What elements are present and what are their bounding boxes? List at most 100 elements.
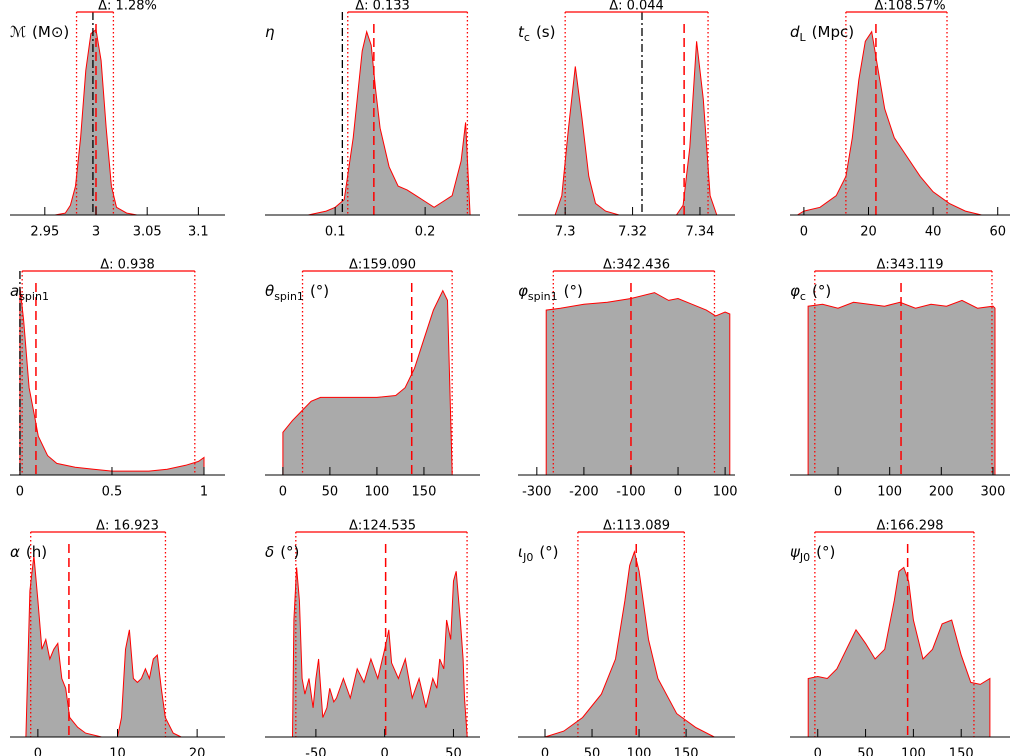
parameter-label: θspin1 (°) (265, 282, 329, 304)
label-unit: (Mpc) (812, 23, 854, 41)
x-tick-label: 0 (541, 747, 549, 756)
x-tick-label: -300 (522, 485, 552, 500)
x-tick-label: 0 (381, 747, 389, 756)
x-tick-label: 0.2 (415, 225, 436, 240)
x-tick-label: 150 (949, 747, 974, 756)
density-area (544, 550, 715, 738)
x-tick-label: 150 (412, 485, 437, 500)
x-tick-label: 50 (584, 747, 601, 756)
x-tick-label: 300 (981, 485, 1006, 500)
density-area (797, 30, 982, 216)
x-tick-label: 0 (674, 485, 682, 500)
delta-label: Δ: 16.923 (96, 519, 159, 534)
label-symbol: φ (790, 282, 800, 300)
delta-label: Δ: 0.133 (355, 0, 410, 14)
x-tick-label: 0 (834, 485, 842, 500)
label-symbol: α (10, 543, 20, 561)
label-symbol: δ (265, 543, 274, 561)
parameter-label: ℳ (M⊙) (10, 23, 69, 41)
label-symbol: η (265, 23, 275, 41)
label-subscript: c (524, 31, 530, 44)
delta-label: Δ:166.298 (876, 519, 943, 534)
x-tick-label: 50 (445, 747, 462, 756)
x-tick-label: 50 (322, 485, 339, 500)
label-unit: (°) (310, 282, 329, 300)
label-unit: (°) (280, 543, 299, 561)
parameter-label: φspin1 (°) (518, 282, 583, 304)
x-tick-label: -50 (305, 747, 326, 756)
x-tick-label: 100 (627, 747, 652, 756)
label-subscript: spin1 (528, 290, 558, 303)
x-tick-label: -100 (616, 485, 646, 500)
label-unit: (°) (539, 543, 558, 561)
x-tick-label: 0 (279, 485, 287, 500)
x-tick-label: 100 (713, 485, 738, 500)
density-area (292, 567, 468, 738)
label-symbol: d (790, 23, 800, 41)
label-subscript: L (800, 31, 807, 44)
delta-label: Δ:342.436 (603, 258, 670, 273)
x-tick-label: 0.1 (325, 225, 346, 240)
delta-label: Δ:108.57% (874, 0, 945, 14)
x-tick-label: 0.5 (102, 485, 123, 500)
label-unit: (h) (26, 543, 47, 561)
x-tick-label: 20 (189, 747, 206, 756)
x-tick-label: 3.1 (188, 225, 209, 240)
label-symbol: θ (265, 282, 274, 300)
delta-label: Δ:113.089 (603, 519, 670, 534)
x-tick-label: 1 (200, 485, 208, 500)
delta-label: Δ:159.090 (349, 258, 416, 273)
x-tick-label: 100 (901, 747, 926, 756)
label-symbol: ℳ (10, 23, 26, 41)
delta-label: Δ: 0.044 (609, 0, 664, 14)
x-tick-label: 0 (16, 485, 24, 500)
x-tick-label: 7.34 (685, 225, 714, 240)
label-symbol: ι (518, 543, 523, 561)
label-unit: (M⊙) (32, 23, 69, 41)
x-tick-label: 7.32 (618, 225, 647, 240)
x-tick-label: 0 (800, 225, 808, 240)
parameter-label: tc (s) (518, 23, 555, 45)
x-tick-label: 2.95 (30, 225, 59, 240)
label-subscript: J0 (799, 551, 810, 564)
label-subscript: J0 (522, 551, 533, 564)
delta-label: Δ:343.119 (876, 258, 943, 273)
density-area (19, 286, 205, 475)
x-tick-label: 3 (92, 225, 100, 240)
label-unit: (s) (536, 23, 556, 41)
density-area (25, 555, 182, 738)
label-unit: (°) (812, 282, 831, 300)
label-symbol: t (518, 23, 525, 41)
x-tick-label: 0 (34, 747, 42, 756)
parameter-label: ιJ0 (°) (518, 543, 559, 565)
label-unit: (°) (816, 543, 835, 561)
parameter-label: α (h) (10, 543, 47, 561)
x-tick-label: 200 (929, 485, 954, 500)
x-tick-label: 100 (877, 485, 902, 500)
x-tick-label: 40 (925, 225, 942, 240)
delta-label: Δ: 1.28% (98, 0, 157, 14)
x-tick-label: 7.3 (555, 225, 576, 240)
x-tick-label: 100 (365, 485, 390, 500)
label-subscript: spin1 (19, 290, 49, 303)
parameter-label: φc (°) (790, 282, 831, 304)
label-subscript: c (800, 290, 806, 303)
delta-label: Δ: 0.938 (100, 258, 155, 273)
label-symbol: φ (518, 282, 528, 300)
x-tick-label: 3.05 (133, 225, 162, 240)
x-tick-label: -200 (569, 485, 599, 500)
x-tick-label: 20 (860, 225, 877, 240)
x-tick-label: 0 (814, 747, 822, 756)
density-area (807, 566, 991, 737)
density-area (545, 292, 731, 475)
x-tick-label: 50 (857, 747, 874, 756)
density-area (308, 29, 471, 216)
x-tick-label: 60 (989, 225, 1006, 240)
parameter-label: aspin1 (10, 282, 49, 304)
parameter-label: δ (°) (265, 543, 299, 561)
parameter-label: dL (Mpc) (790, 23, 854, 45)
delta-label: Δ:124.535 (349, 519, 416, 534)
density-area (554, 41, 718, 216)
label-unit: (°) (564, 282, 583, 300)
